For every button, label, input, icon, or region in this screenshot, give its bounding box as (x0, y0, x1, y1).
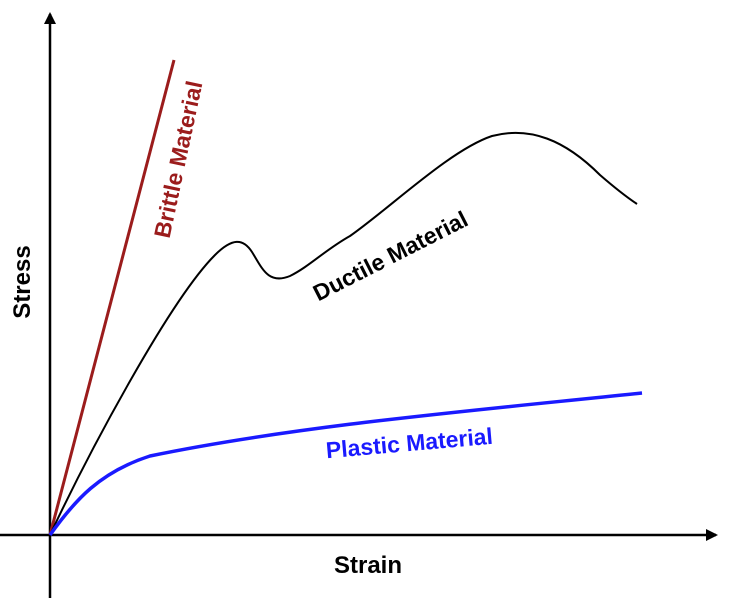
y-axis-label: Stress (9, 245, 36, 318)
ductile-curve-label: Ductile Material (309, 206, 472, 306)
brittle-curve (48, 59, 176, 536)
plastic-curve-label: Plastic Material (325, 423, 494, 463)
plastic-curve (48, 391, 643, 537)
x-axis-label: Strain (334, 552, 402, 579)
ductile-curve (49, 131, 638, 536)
brittle-curve-label: Brittle Material (149, 78, 208, 240)
